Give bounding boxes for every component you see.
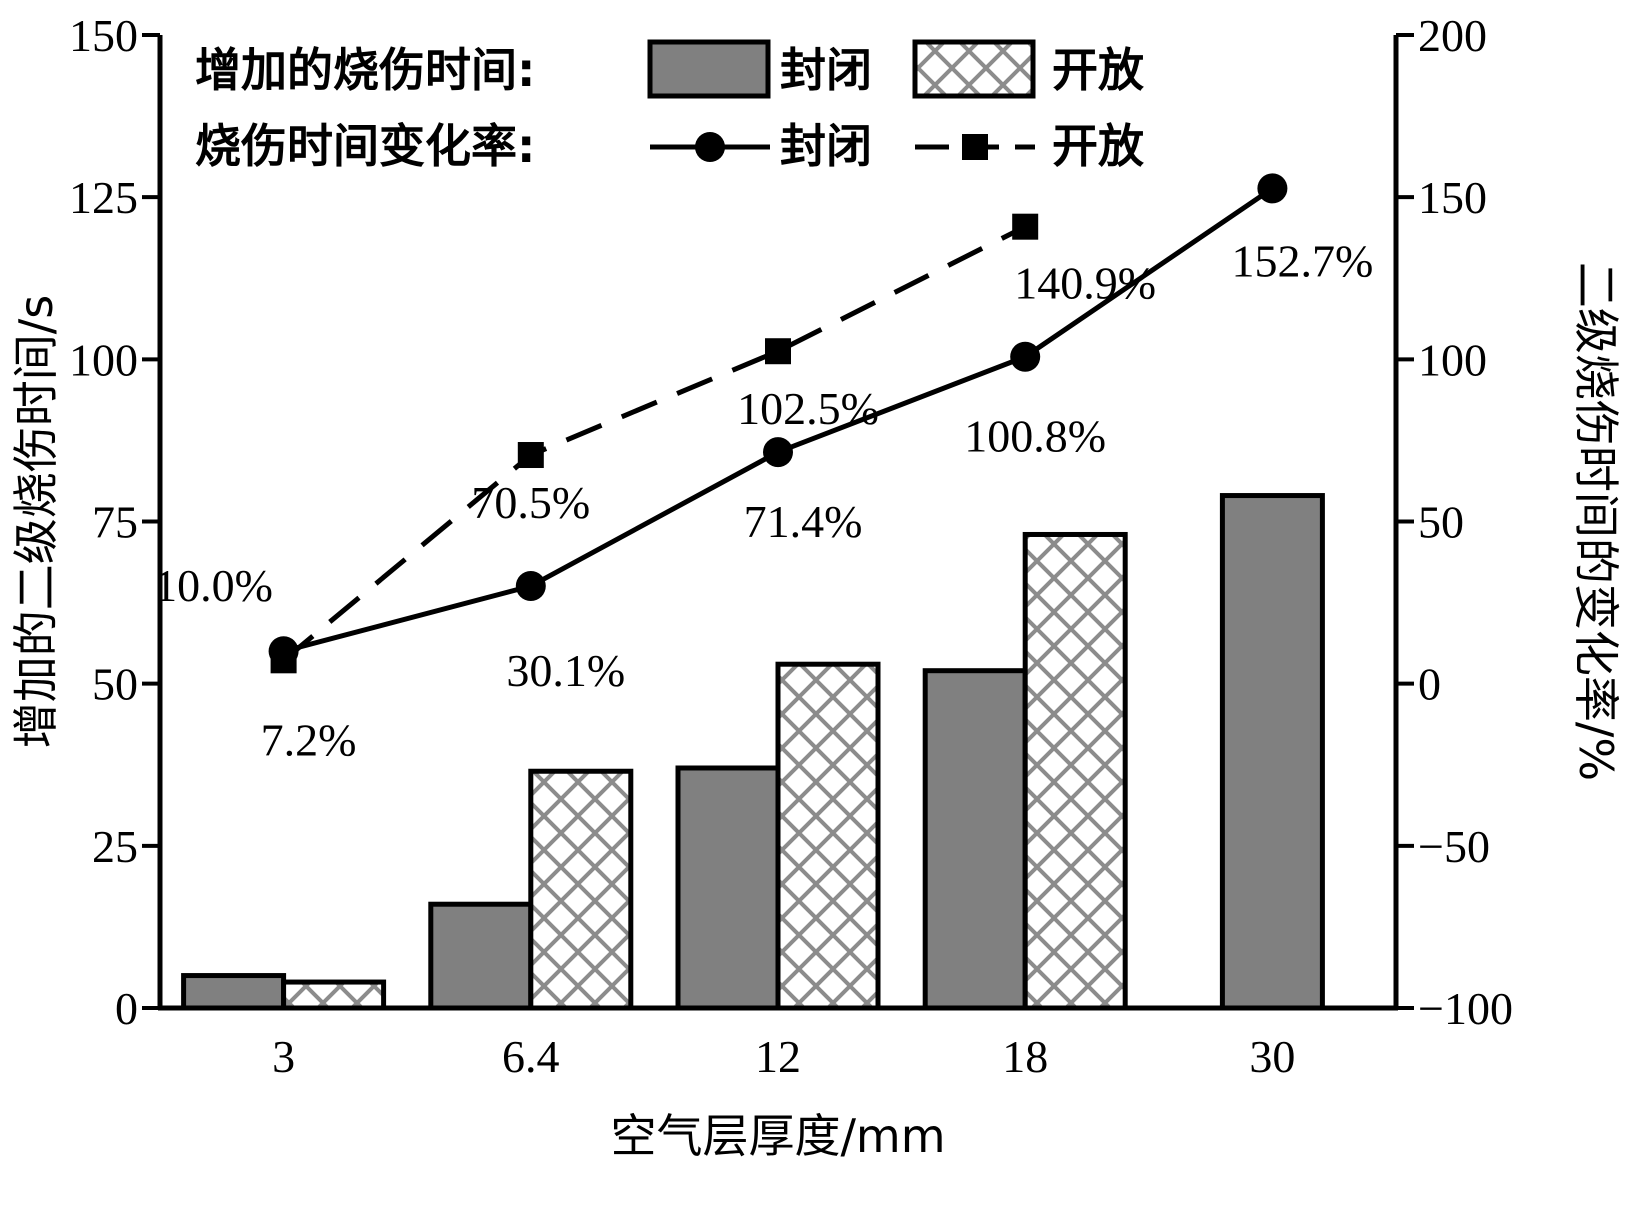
legend-label-open-bar: 开放 [1052,43,1144,97]
legend-label-closed-bar: 封闭 [780,43,872,97]
left-tick-label-100: 100 [69,334,138,385]
left-axis-title: 增加的二级烧伤时间/s [9,295,63,748]
left-tick-label-75: 75 [92,497,138,548]
data-label-closed-12: 71.4% [744,496,863,547]
marker-closed-18 [1010,341,1041,372]
left-tick-label-150: 150 [69,10,138,61]
right-tick-label-5: 150 [1418,172,1487,223]
data-label-closed-30: 152.7% [1231,235,1373,286]
legend-line-title: 烧伤时间变化率: [195,119,535,173]
marker-open-18 [1012,213,1039,240]
right-tick-label-2: 0 [1418,659,1441,710]
bar-closed-30 [1219,493,1325,1011]
lines-layer [268,173,1288,674]
left-tick-label-50: 50 [92,659,138,710]
x-tick-label-18: 18 [1002,1031,1048,1082]
bar-closed-3 [181,973,287,1011]
data-label-closed-6.4: 30.1% [506,645,625,696]
left-tick-label-25: 25 [92,821,138,872]
legend-label-open-line: 开放 [1052,119,1144,173]
data-label-open-18: 140.9% [1014,258,1156,309]
data-label-closed-18: 100.8% [964,411,1106,462]
x-tick-label-12: 12 [755,1031,801,1082]
x-axis-title: 空气层厚度/mm [610,1109,945,1163]
data-labels-layer: 10.0% 30.1% 71.4% 100.8% 152.7% 7.2% 70.5% 102.… [154,235,1373,765]
right-tick-label-0: −100 [1418,983,1513,1034]
marker-closed-6.4 [515,571,546,602]
x-tick-label-3: 3 [272,1031,295,1082]
legend-label-closed-line: 封闭 [780,119,872,173]
legend-marker-open [962,134,988,160]
x-tick-label-30: 30 [1249,1031,1295,1082]
bar-open-18 [1022,531,1128,1011]
data-label-open-6.4: 70.5% [471,477,590,528]
bar-open-6.4 [528,768,634,1011]
data-label-open-12: 102.5% [737,383,879,434]
legend-marker-closed [695,132,725,162]
data-label-open-3: 7.2% [261,714,357,765]
left-tick-label-125: 125 [69,172,138,223]
bar-open-3 [281,979,387,1011]
right-tick-label-4: 100 [1418,334,1487,385]
legend-swatch-closed-bar [647,39,771,99]
bar-closed-18 [922,668,1028,1011]
right-tick-label-3: 50 [1418,497,1464,548]
bar-closed-6.4 [428,901,534,1011]
legend-bar-title: 增加的烧伤时间: [195,43,535,97]
right-tick-label-1: −50 [1418,821,1490,872]
axes-layer: 0 25 50 75 100 125 150 −100 −50 0 50 100 150 200 3 6.4 1… [9,10,1623,1163]
right-tick-label-6: 200 [1418,10,1487,61]
marker-closed-12 [763,437,793,468]
marker-closed-30 [1257,173,1288,204]
legend-swatch-open-bar [912,39,1036,99]
left-tick-label-0: 0 [115,983,138,1034]
bar-open-12 [775,661,881,1011]
data-label-closed-3: 10.0% [154,560,273,611]
right-axis-title: 二级烧伤时间的变化率/% [1569,262,1623,781]
x-tick-label-6.4: 6.4 [502,1031,560,1082]
marker-open-12 [765,338,791,365]
line-series-open [282,224,1027,663]
marker-open-6.4 [517,442,544,469]
bar-closed-12 [675,765,781,1011]
marker-open-3 [270,647,297,674]
